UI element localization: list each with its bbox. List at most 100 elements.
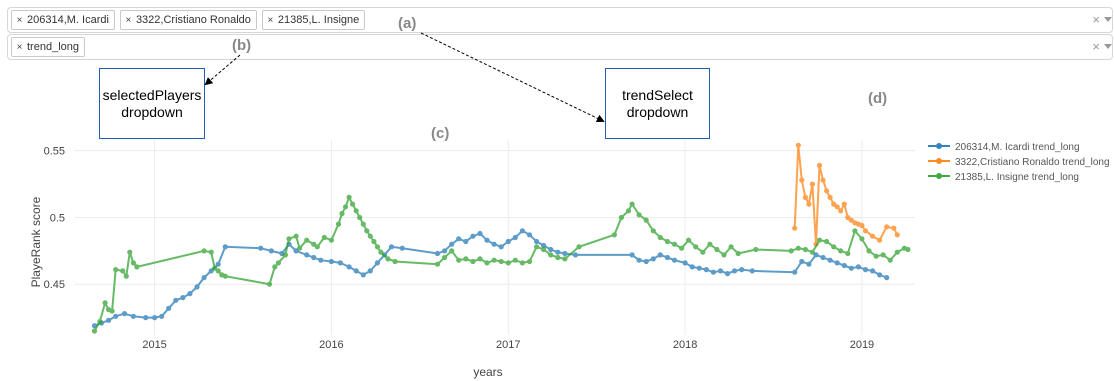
data-point[interactable] bbox=[802, 246, 809, 253]
data-point[interactable] bbox=[657, 234, 663, 241]
data-point[interactable] bbox=[664, 238, 671, 245]
data-point[interactable] bbox=[831, 201, 837, 207]
data-point[interactable] bbox=[121, 311, 128, 317]
data-point[interactable] bbox=[834, 260, 840, 266]
data-point[interactable] bbox=[795, 142, 801, 148]
data-point[interactable] bbox=[399, 245, 405, 251]
data-point[interactable] bbox=[870, 268, 876, 274]
data-point[interactable] bbox=[845, 250, 851, 257]
data-point[interactable] bbox=[714, 246, 720, 253]
data-point[interactable] bbox=[689, 264, 695, 270]
chevron-down-icon[interactable] bbox=[1104, 44, 1112, 49]
data-point[interactable] bbox=[328, 258, 334, 265]
data-point[interactable] bbox=[222, 273, 228, 279]
data-point[interactable] bbox=[643, 258, 649, 265]
data-point[interactable] bbox=[477, 230, 483, 237]
data-point[interactable] bbox=[470, 233, 476, 239]
data-point[interactable] bbox=[357, 214, 363, 221]
data-point[interactable] bbox=[802, 194, 809, 200]
data-point[interactable] bbox=[686, 237, 692, 243]
data-point[interactable] bbox=[838, 248, 844, 254]
data-point[interactable] bbox=[293, 233, 299, 239]
data-point[interactable] bbox=[470, 258, 476, 265]
data-point[interactable] bbox=[201, 248, 207, 254]
data-point[interactable] bbox=[873, 253, 879, 259]
data-point[interactable] bbox=[862, 267, 869, 273]
data-point[interactable] bbox=[318, 257, 324, 263]
clear-all-icon[interactable]: × bbox=[1092, 12, 1100, 27]
data-point[interactable] bbox=[700, 249, 706, 255]
data-point[interactable] bbox=[392, 258, 398, 265]
data-point[interactable] bbox=[749, 268, 755, 274]
data-point[interactable] bbox=[442, 254, 448, 261]
data-point[interactable] bbox=[838, 208, 844, 214]
data-point[interactable] bbox=[735, 250, 741, 257]
data-point[interactable] bbox=[498, 258, 504, 265]
data-point[interactable] bbox=[671, 241, 678, 247]
data-point[interactable] bbox=[693, 244, 699, 250]
data-point[interactable] bbox=[799, 177, 805, 183]
data-point[interactable] bbox=[166, 305, 172, 311]
data-point[interactable] bbox=[827, 257, 833, 263]
data-point[interactable] bbox=[456, 257, 462, 263]
data-point[interactable] bbox=[491, 241, 497, 247]
data-point[interactable] bbox=[820, 254, 826, 261]
legend-item[interactable]: 3322,Cristiano Ronaldo trend_long bbox=[928, 157, 1110, 168]
data-point[interactable] bbox=[314, 244, 320, 250]
chip-remove-icon[interactable]: × bbox=[16, 41, 23, 53]
data-point[interactable] bbox=[534, 244, 540, 250]
data-point[interactable] bbox=[820, 177, 826, 183]
data-point[interactable] bbox=[548, 246, 554, 253]
data-point[interactable] bbox=[311, 241, 317, 247]
data-point[interactable] bbox=[739, 267, 745, 273]
data-point[interactable] bbox=[816, 162, 823, 168]
data-point[interactable] bbox=[505, 260, 511, 266]
data-point[interactable] bbox=[374, 260, 380, 266]
data-point[interactable] bbox=[880, 252, 886, 258]
data-point[interactable] bbox=[679, 245, 685, 251]
data-point[interactable] bbox=[512, 257, 518, 263]
data-point[interactable] bbox=[212, 265, 218, 271]
data-point[interactable] bbox=[703, 267, 709, 273]
selected-players-dropdown[interactable]: × 206314,M. Icardi × 3322,Cristiano Rona… bbox=[7, 7, 1113, 33]
data-point[interactable] bbox=[806, 201, 812, 207]
data-point[interactable] bbox=[792, 269, 798, 275]
data-point[interactable] bbox=[337, 260, 343, 266]
data-point[interactable] bbox=[388, 244, 395, 250]
data-point[interactable] bbox=[643, 217, 649, 223]
data-point[interactable] bbox=[795, 245, 801, 251]
data-point[interactable] bbox=[813, 252, 819, 258]
data-point[interactable] bbox=[629, 252, 635, 258]
data-point[interactable] bbox=[562, 256, 568, 262]
data-point[interactable] bbox=[442, 248, 448, 254]
data-point[interactable] bbox=[463, 238, 469, 245]
chip-remove-icon[interactable]: × bbox=[16, 14, 23, 26]
data-point[interactable] bbox=[208, 268, 214, 274]
data-point[interactable] bbox=[106, 317, 112, 323]
legend-item[interactable]: 206314,M. Icardi trend_long bbox=[928, 142, 1080, 153]
data-point[interactable] bbox=[222, 244, 228, 250]
data-point[interactable] bbox=[792, 225, 798, 231]
data-point[interactable] bbox=[753, 246, 759, 253]
data-point[interactable] bbox=[120, 268, 126, 274]
data-point[interactable] bbox=[809, 249, 816, 255]
data-point[interactable] bbox=[788, 248, 794, 254]
data-point[interactable] bbox=[831, 244, 837, 250]
data-point[interactable] bbox=[498, 244, 504, 250]
data-point[interactable] bbox=[618, 214, 625, 221]
data-point[interactable] bbox=[877, 272, 883, 278]
data-point[interactable] bbox=[304, 237, 310, 243]
data-point[interactable] bbox=[562, 250, 568, 257]
data-point[interactable] bbox=[127, 249, 133, 255]
data-point[interactable] bbox=[143, 315, 149, 321]
data-point[interactable] bbox=[636, 212, 642, 218]
data-point[interactable] bbox=[343, 204, 349, 210]
data-point[interactable] bbox=[848, 265, 854, 271]
data-point[interactable] bbox=[353, 268, 359, 274]
data-point[interactable] bbox=[636, 257, 642, 263]
data-point[interactable] bbox=[286, 236, 292, 242]
data-point[interactable] bbox=[664, 254, 671, 261]
data-point[interactable] bbox=[555, 254, 561, 261]
data-point[interactable] bbox=[611, 232, 618, 238]
data-point[interactable] bbox=[887, 257, 893, 263]
